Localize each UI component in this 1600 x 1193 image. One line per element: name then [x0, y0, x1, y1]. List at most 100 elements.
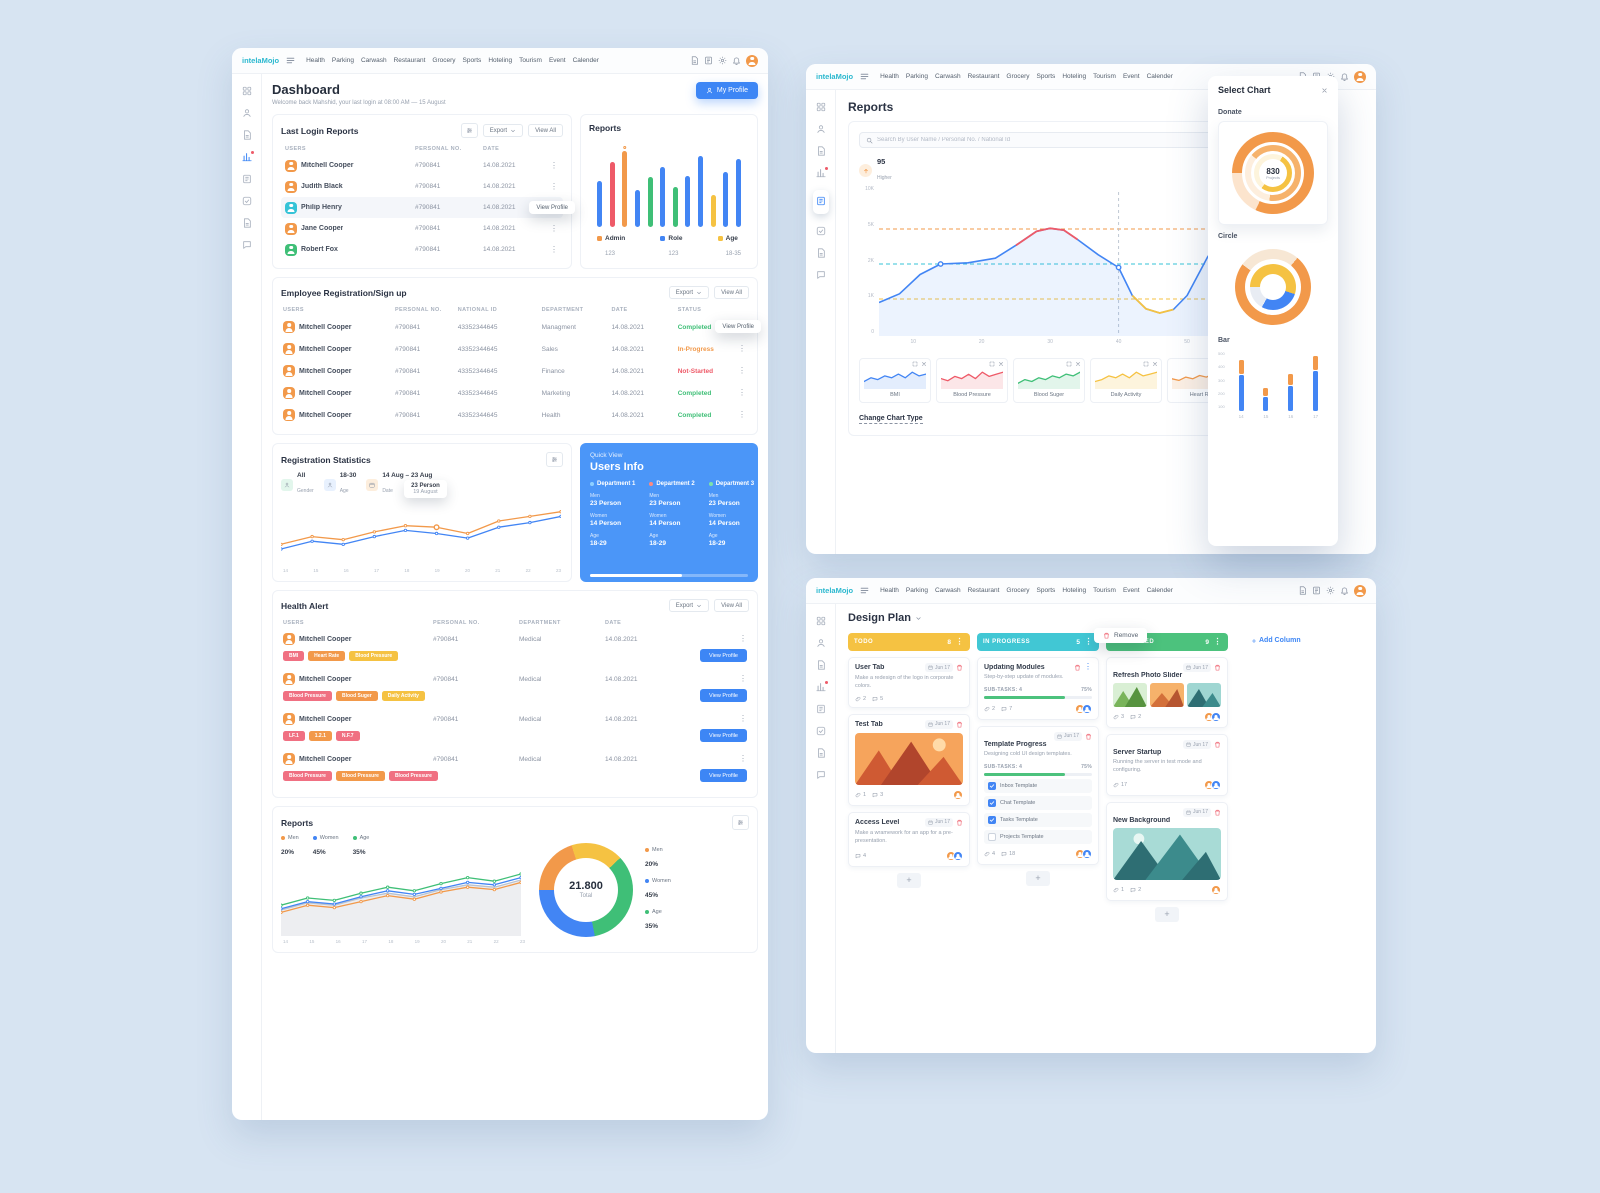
trash-icon[interactable]: [1074, 664, 1081, 671]
bar-chart-option[interactable]: 500 400 300 200 100 14 15 16 17: [1218, 351, 1328, 419]
row-menu-icon[interactable]: ⋮: [737, 344, 746, 353]
task-card-test-tab[interactable]: Test Tab Jun 17 1 3: [848, 713, 970, 806]
age-filter[interactable]: 18-30 Age: [323, 472, 356, 497]
nav-item-event[interactable]: Event: [1122, 73, 1140, 80]
table-row[interactable]: Mitchell Cooper #790841 43352344645 Mark…: [281, 382, 749, 404]
table-row[interactable]: Mitchell Cooper #790841 14.08.2021 ⋮: [281, 155, 563, 176]
sidebar-clipboard-icon[interactable]: [242, 218, 252, 228]
view-all-button[interactable]: View All: [528, 124, 563, 137]
nav-item-hoteling[interactable]: Hoteling: [1062, 587, 1087, 594]
nav-item-restaurant[interactable]: Restaurant: [967, 587, 1000, 594]
nav-item-hoteling[interactable]: Hoteling: [1062, 73, 1087, 80]
sidebar-files-icon[interactable]: [242, 174, 252, 184]
sidebar-dashboard-icon[interactable]: [816, 616, 826, 626]
row-menu-icon[interactable]: ⋮: [737, 366, 746, 375]
nav-item-carwash[interactable]: Carwash: [934, 587, 961, 594]
table-row[interactable]: Mitchell Cooper #790841 43352344645 Fina…: [281, 360, 749, 382]
nav-item-restaurant[interactable]: Restaurant: [967, 73, 1000, 80]
sidebar-documents-icon[interactable]: [816, 146, 826, 156]
export-dropdown[interactable]: Export: [668, 286, 710, 299]
row-menu-icon[interactable]: ⋮: [737, 388, 746, 397]
trash-icon[interactable]: [1085, 733, 1092, 740]
notifications-icon[interactable]: [732, 56, 741, 65]
table-row-highlighted[interactable]: Philip Henry #790841 14.08.2021 ⋮: [281, 197, 563, 218]
documents-icon[interactable]: [690, 56, 699, 65]
mini-card-daily-activity[interactable]: Daily Activity: [1090, 358, 1162, 403]
nav-item-health[interactable]: Health: [880, 587, 899, 594]
checklist-item-tasks-template[interactable]: Tasks Template: [984, 812, 1092, 827]
task-card-updating-modules[interactable]: Updating Modules ⋮ Step-by-step update o…: [977, 657, 1099, 720]
row-menu-icon[interactable]: ⋮: [550, 244, 558, 254]
row-menu-icon[interactable]: ⋮: [739, 754, 747, 763]
export-dropdown[interactable]: Export: [668, 599, 710, 612]
change-chart-type-link[interactable]: Change Chart Type: [859, 415, 923, 424]
sidebar-dashboard-icon[interactable]: [242, 86, 252, 96]
sidebar-messages-icon[interactable]: [242, 240, 252, 250]
nav-item-sports[interactable]: Sports: [1036, 73, 1056, 80]
notifications-icon[interactable]: [1340, 586, 1349, 595]
expand-icon[interactable]: [989, 361, 995, 367]
column-menu-icon[interactable]: ⋮: [1084, 637, 1093, 646]
sidebar-users-icon[interactable]: [816, 124, 826, 134]
trash-icon[interactable]: [956, 819, 963, 826]
sidebar-tasks-icon[interactable]: [242, 196, 252, 206]
chart-settings-button[interactable]: [732, 815, 749, 830]
row-menu-icon[interactable]: ⋮: [550, 223, 558, 233]
nav-item-calender[interactable]: Calender: [572, 57, 599, 64]
checkbox-checked[interactable]: [988, 781, 996, 790]
table-row[interactable]: Mitchell Cooper #790841 Medical 14.08.20…: [281, 629, 749, 647]
table-row[interactable]: Robert Fox #790841 14.08.2021 ⋮: [281, 239, 563, 260]
nav-item-calender[interactable]: Calender: [1146, 587, 1173, 594]
row-menu-icon[interactable]: ⋮: [737, 410, 746, 419]
my-profile-button[interactable]: My Profile: [695, 82, 758, 99]
nav-item-carwash[interactable]: Carwash: [934, 73, 961, 80]
remove-tooltip[interactable]: Remove: [1094, 628, 1148, 643]
close-icon[interactable]: [1075, 361, 1081, 367]
row-menu-icon[interactable]: ⋮: [550, 160, 558, 170]
checklist-item-chat-template[interactable]: Chat Template: [984, 795, 1092, 810]
notes-icon[interactable]: [704, 56, 713, 65]
row-menu-icon[interactable]: ⋮: [550, 181, 558, 191]
nav-item-sports[interactable]: Sports: [1036, 587, 1056, 594]
task-card-access-level[interactable]: Access Level Jun 17 Make a wramework for…: [848, 811, 970, 867]
hamburger-menu-icon[interactable]: [860, 586, 869, 595]
table-row[interactable]: Judith Black #790841 14.08.2021 ⋮: [281, 176, 563, 197]
column-menu-icon[interactable]: ⋮: [1213, 637, 1222, 646]
nav-item-sports[interactable]: Sports: [462, 57, 482, 64]
trash-icon[interactable]: [1214, 664, 1221, 671]
sidebar-users-icon[interactable]: [816, 638, 826, 648]
checklist-item-projects-template[interactable]: Projects Template: [984, 829, 1092, 844]
documents-icon[interactable]: [1298, 586, 1307, 595]
sidebar-charts-icon[interactable]: [242, 150, 255, 162]
nav-item-tourism[interactable]: Tourism: [519, 57, 542, 64]
sidebar-messages-icon[interactable]: [816, 270, 826, 280]
nav-item-event[interactable]: Event: [548, 57, 566, 64]
task-card-refresh-photo-slider[interactable]: Jun 17 Refresh Photo Slider 3 2: [1106, 657, 1228, 728]
mini-card-blood-pressure[interactable]: Blood Pressure: [936, 358, 1008, 403]
settings-icon[interactable]: [718, 56, 727, 65]
notes-icon[interactable]: [1312, 586, 1321, 595]
table-row[interactable]: Mitchell Cooper #790841 43352344645 Heal…: [281, 404, 749, 426]
nav-item-hoteling[interactable]: Hoteling: [488, 57, 513, 64]
row-menu-icon[interactable]: ⋮: [739, 674, 747, 683]
nav-item-calender[interactable]: Calender: [1146, 73, 1173, 80]
sidebar-documents-icon[interactable]: [242, 130, 252, 140]
notifications-icon[interactable]: [1340, 72, 1349, 81]
close-icon[interactable]: [1321, 87, 1328, 94]
task-card-new-background[interactable]: Jun 17 New Background 1 2: [1106, 801, 1228, 901]
nav-item-grocery[interactable]: Grocery: [1006, 73, 1030, 80]
trash-icon[interactable]: [956, 664, 963, 671]
checkbox-unchecked[interactable]: [988, 832, 996, 841]
sidebar-messages-icon[interactable]: [816, 770, 826, 780]
nav-item-restaurant[interactable]: Restaurant: [393, 57, 426, 64]
nav-item-grocery[interactable]: Grocery: [1006, 587, 1030, 594]
user-avatar[interactable]: [746, 54, 758, 67]
row-menu-icon[interactable]: ⋮: [739, 714, 747, 723]
nav-item-tourism[interactable]: Tourism: [1093, 587, 1116, 594]
trash-icon[interactable]: [956, 721, 963, 728]
view-profile-button[interactable]: View Profile: [700, 689, 747, 702]
sidebar-clipboard-icon[interactable]: [816, 748, 826, 758]
task-card-template-progress[interactable]: Jun 17 Template Progress Designing cold …: [977, 725, 1099, 865]
view-all-button[interactable]: View All: [714, 286, 749, 299]
view-profile-button[interactable]: View Profile: [700, 729, 747, 742]
